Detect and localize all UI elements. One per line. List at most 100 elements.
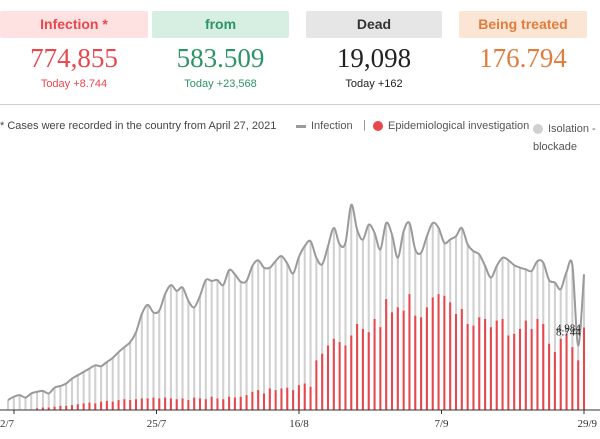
bar-isolation — [297, 256, 300, 410]
bar-epi — [379, 327, 382, 410]
bar-isolation — [571, 265, 574, 410]
legend-item-infection[interactable]: Infection — [296, 120, 353, 132]
bar-isolation — [181, 287, 184, 410]
bar-isolation — [41, 390, 44, 410]
bar-epi — [559, 338, 562, 410]
bar-isolation — [292, 273, 295, 410]
bar-epi — [53, 406, 56, 410]
bar-isolation — [216, 280, 219, 410]
dot-swatch-icon — [533, 124, 543, 135]
bar-isolation — [303, 246, 306, 410]
stat-today: Today +162 — [345, 78, 403, 90]
stat-infection: Infection * 774,855 Today +8.744 — [0, 11, 148, 91]
bar-epi — [466, 323, 469, 410]
bar-isolation — [18, 395, 21, 410]
bar-isolation — [268, 267, 271, 410]
stat-today: Today +8.744 — [40, 78, 108, 90]
bar-epi — [82, 403, 85, 410]
series-line-infection — [7, 203, 585, 401]
bar-isolation — [76, 375, 79, 410]
stat-value: 774,855 — [30, 43, 118, 73]
bar-isolation — [286, 263, 289, 410]
bar-epi — [222, 399, 225, 410]
stat-value: 583.509 — [176, 43, 265, 73]
legend-item-isolation[interactable]: Isolation - blockade — [533, 120, 600, 156]
bar-isolation — [274, 261, 277, 410]
bar-epi — [571, 347, 574, 410]
bar-isolation — [344, 242, 347, 410]
bar-isolation — [228, 270, 231, 410]
bar-epi — [501, 318, 504, 410]
bar-isolation — [169, 285, 172, 410]
bar-epi — [297, 385, 300, 410]
bar-epi — [356, 323, 359, 410]
bar-epi — [181, 398, 184, 410]
bar-epi — [431, 297, 434, 410]
bar-epi — [472, 325, 475, 410]
bar-epi — [577, 360, 580, 410]
bar-epi — [47, 407, 50, 410]
stat-value: 19,098 — [336, 43, 412, 73]
stats-panel: Infection * 774,855 Today +8.744 from 58… — [0, 0, 600, 100]
legend-separator: | — [363, 119, 366, 131]
bar-isolation — [198, 295, 202, 410]
bar-isolation — [47, 393, 50, 410]
x-axis-ticks: 2/7 25/7 16/8 7/9 29/9 — [0, 410, 597, 430]
bar-isolation — [65, 383, 68, 410]
bar-isolation — [251, 266, 254, 410]
bar-epi — [390, 312, 394, 410]
bar-epi — [338, 342, 341, 410]
bar-epi — [332, 338, 335, 410]
bar-isolation — [204, 280, 207, 410]
stat-today: Today +23,568 — [184, 78, 257, 90]
x-tick-label: 16/8 — [289, 418, 309, 430]
bar-epi — [123, 399, 126, 410]
bar-epi — [443, 295, 446, 410]
bar-isolation — [24, 397, 27, 410]
bar-isolation — [146, 304, 149, 410]
bar-epi — [257, 390, 260, 410]
stat-label: from — [152, 11, 289, 38]
legend-label: Isolation - blockade — [533, 123, 596, 153]
bar-epi — [373, 318, 376, 410]
legend-label: Epidemiological investigation — [388, 120, 530, 132]
bar-isolation — [350, 204, 353, 410]
bar-epi — [460, 309, 463, 410]
bar-isolation — [280, 256, 283, 410]
x-tick-label: 2/7 — [0, 418, 15, 430]
bar-epi — [129, 400, 132, 410]
bar-isolation — [82, 371, 85, 410]
bar-isolation — [332, 227, 335, 410]
bar-epi — [495, 320, 498, 410]
last-value-label: 4.984 — [556, 323, 581, 335]
bar-isolation — [88, 368, 91, 410]
bar-isolation — [36, 391, 39, 410]
bar-epi — [350, 335, 353, 410]
legend-label: Infection — [311, 120, 353, 132]
bar-epi — [548, 343, 551, 410]
bar-isolation — [187, 300, 190, 410]
bar-epi — [530, 328, 533, 410]
stat-recovered: from 583.509 Today +23,568 — [152, 11, 289, 91]
bar-isolation — [553, 282, 556, 410]
bar-epi — [385, 299, 388, 410]
bar-epi — [280, 388, 283, 410]
bar-epi — [367, 332, 370, 410]
isolation-bars — [6, 204, 586, 410]
bar-isolation — [210, 280, 213, 410]
bar-epi — [582, 327, 586, 410]
stat-label: Being treated — [459, 11, 587, 38]
stat-label: Infection * — [0, 11, 148, 38]
bar-isolation — [100, 366, 103, 410]
legend-item-epi[interactable]: Epidemiological investigation — [373, 120, 529, 132]
bar-epi — [100, 401, 103, 410]
bar-epi — [286, 387, 289, 410]
bar-epi — [36, 408, 39, 410]
bar-epi — [449, 302, 452, 410]
chart-note: * Cases were recorded in the country fro… — [0, 120, 277, 132]
bar-epi — [134, 399, 138, 410]
bar-epi — [315, 360, 318, 410]
bar-isolation — [315, 257, 318, 410]
bar-isolation — [262, 267, 266, 410]
